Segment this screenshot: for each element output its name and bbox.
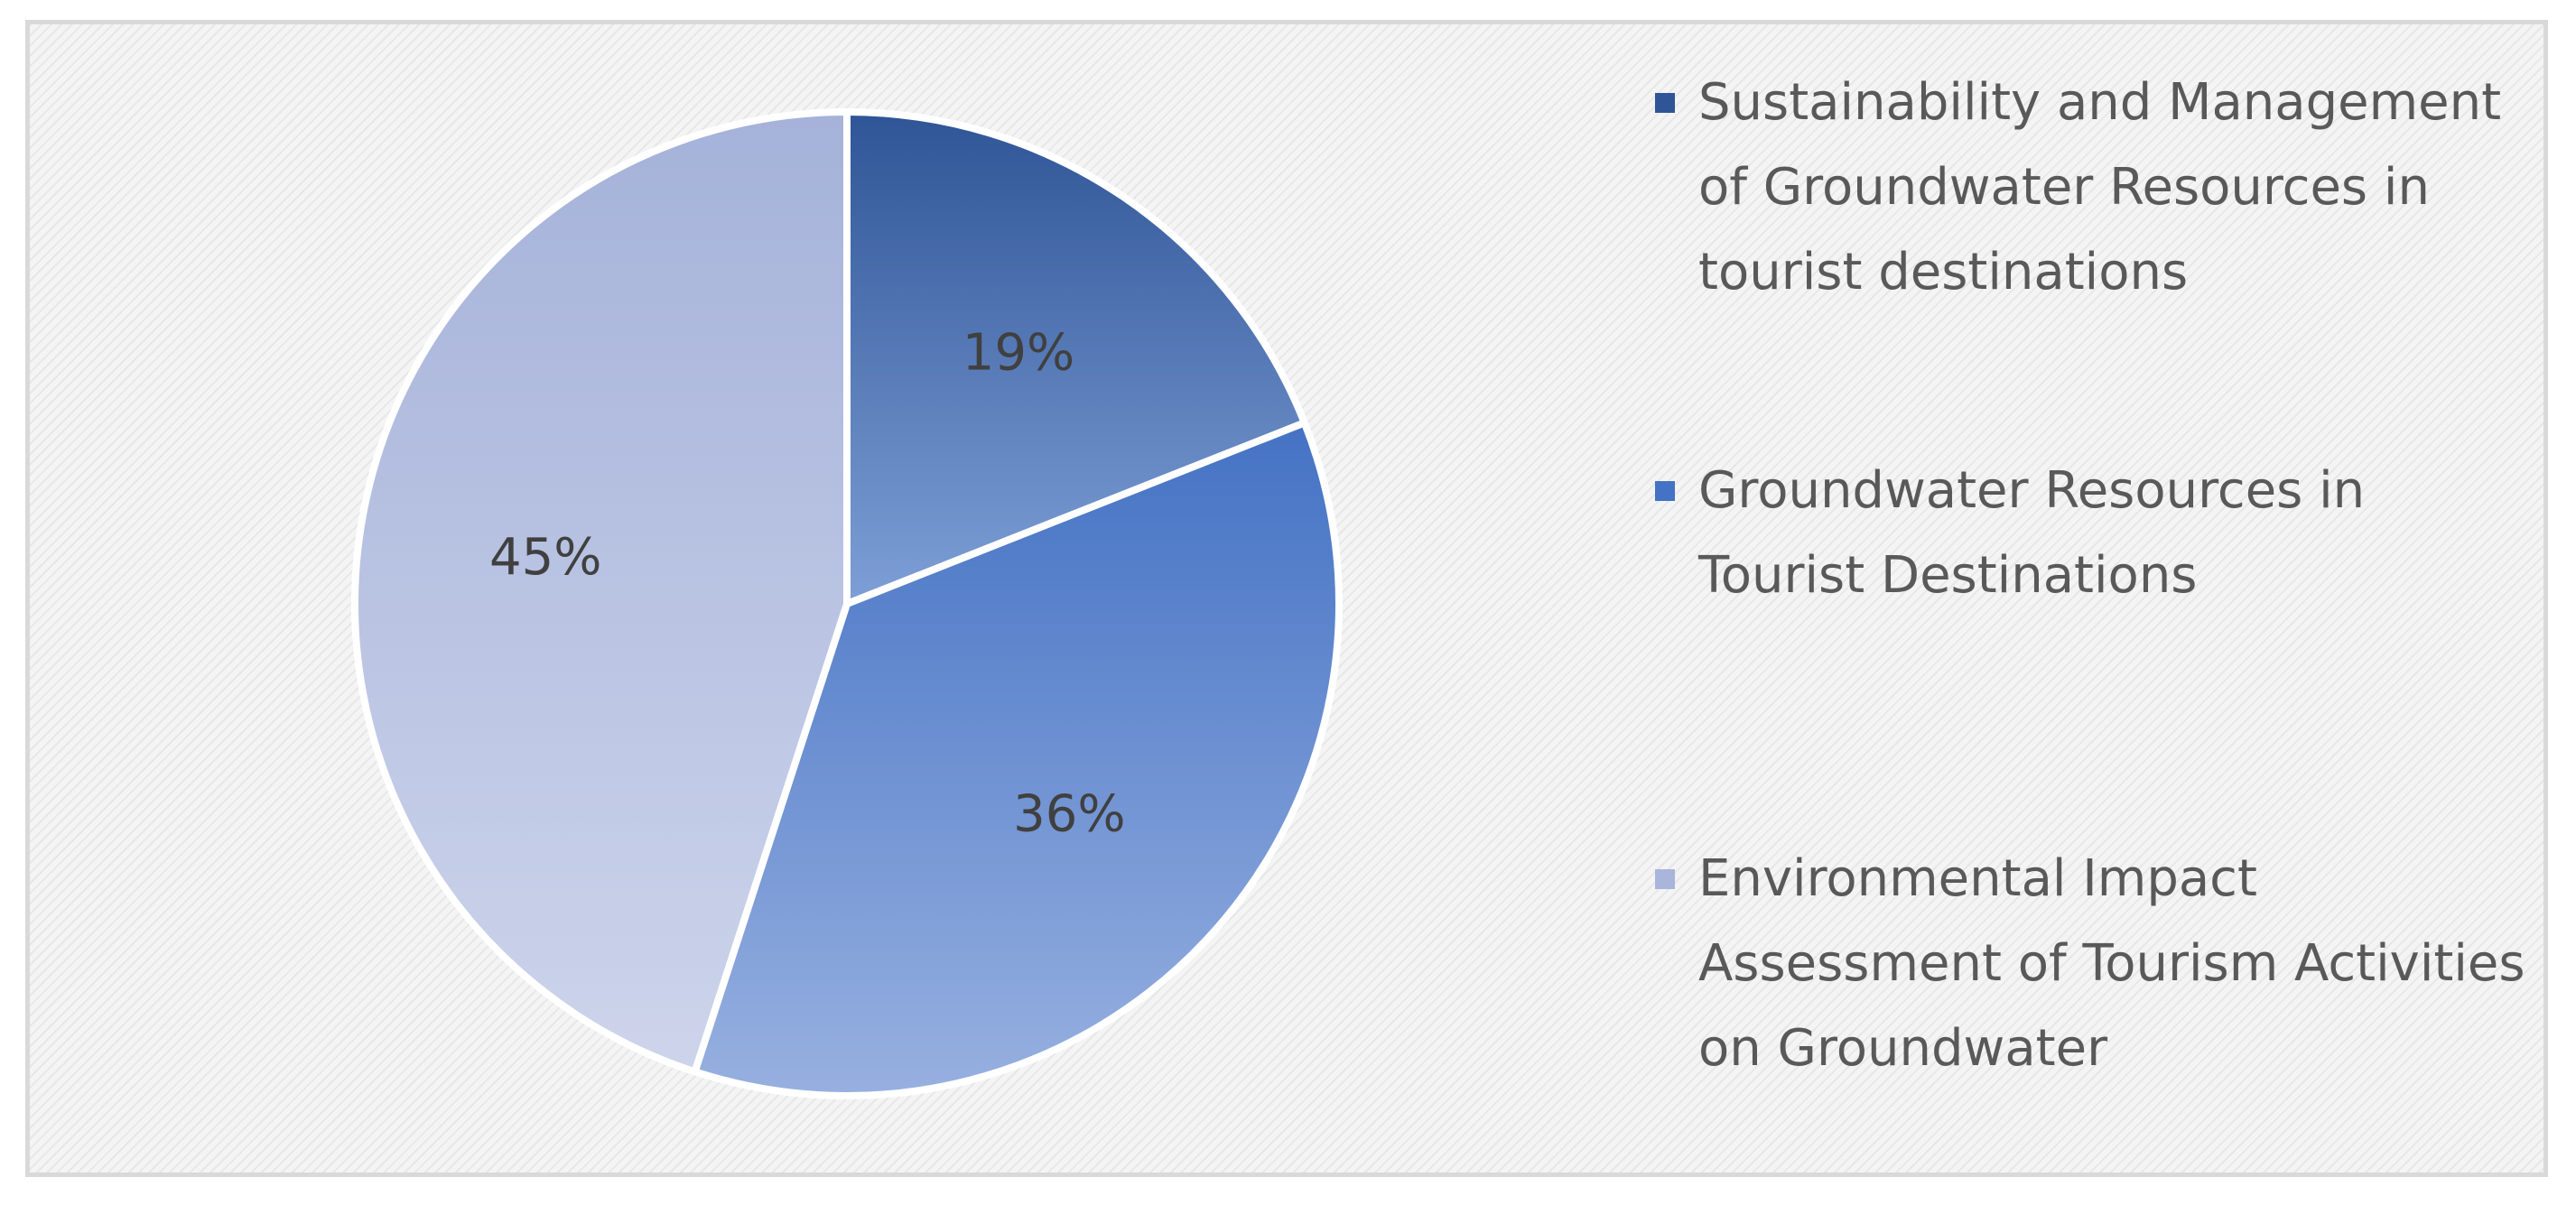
chart-frame: 19% 36% 45% Sustainability and Management …: [25, 20, 2548, 1177]
data-label-groundwater-resources: 36%: [1013, 784, 1125, 843]
legend-label-groundwater-resources: Groundwater Resources in Tourist Destina…: [1698, 461, 2366, 605]
data-label-sustainability: 19%: [963, 324, 1074, 383]
pie-slice-groundwater-resources: [691, 419, 1343, 1100]
data-label-environmental-impact: 45%: [489, 528, 601, 587]
legend: Sustainability and Management of Groundw…: [1655, 60, 2558, 1144]
pie-slices: [351, 108, 1343, 1100]
pie-slice-sustainability: [843, 108, 1308, 607]
legend-label-environmental-impact: Environmental Impact Assessment of Touri…: [1698, 849, 2525, 1078]
pie-chart: 19% 36% 45%: [351, 108, 1343, 1100]
legend-label-sustainability: Sustainability and Management of Groundw…: [1698, 73, 2502, 301]
legend-swatch-sustainability: [1655, 93, 1675, 113]
pie-data-labels: 19% 36% 45%: [489, 324, 1126, 844]
pie-slice-environmental-impact: [351, 108, 851, 1076]
legend-swatch-environmental-impact: [1655, 869, 1675, 889]
legend-swatch-groundwater-resources: [1655, 481, 1675, 501]
